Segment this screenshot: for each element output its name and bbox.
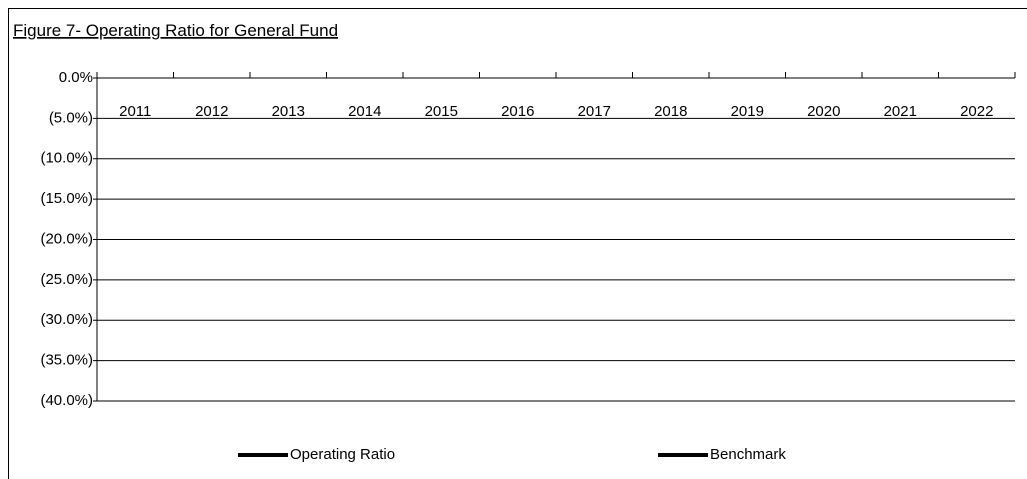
y-tick-label: 0.0% <box>59 69 93 86</box>
y-tick-label: (20.0%) <box>40 230 93 247</box>
y-tick-label: (35.0%) <box>40 352 93 369</box>
y-tick-label: (30.0%) <box>40 311 93 328</box>
frame <box>8 8 1027 479</box>
x-tick-label: 2022 <box>960 103 993 120</box>
x-tick-label: 2013 <box>272 103 305 120</box>
x-tick-label: 2018 <box>654 103 687 120</box>
legend-label: Benchmark <box>710 446 786 463</box>
legend-label: Operating Ratio <box>290 446 395 463</box>
y-tick-label: (10.0%) <box>40 150 93 167</box>
y-tick-label: (40.0%) <box>40 392 93 409</box>
x-tick-label: 2011 <box>119 103 151 120</box>
x-tick-label: 2012 <box>195 103 228 120</box>
x-tick-label: 2014 <box>348 103 381 120</box>
y-tick-label: (5.0%) <box>49 109 93 126</box>
y-tick-label: (15.0%) <box>40 190 93 207</box>
x-tick-label: 2021 <box>884 103 917 120</box>
x-tick-label: 2020 <box>807 103 840 120</box>
chart-title: Figure 7- Operating Ratio for General Fu… <box>13 21 338 40</box>
x-tick-label: 2017 <box>578 103 611 120</box>
x-tick-label: 2016 <box>501 103 534 120</box>
y-tick-label: (25.0%) <box>40 271 93 288</box>
x-tick-label: 2015 <box>425 103 458 120</box>
x-tick-label: 2019 <box>731 103 764 120</box>
